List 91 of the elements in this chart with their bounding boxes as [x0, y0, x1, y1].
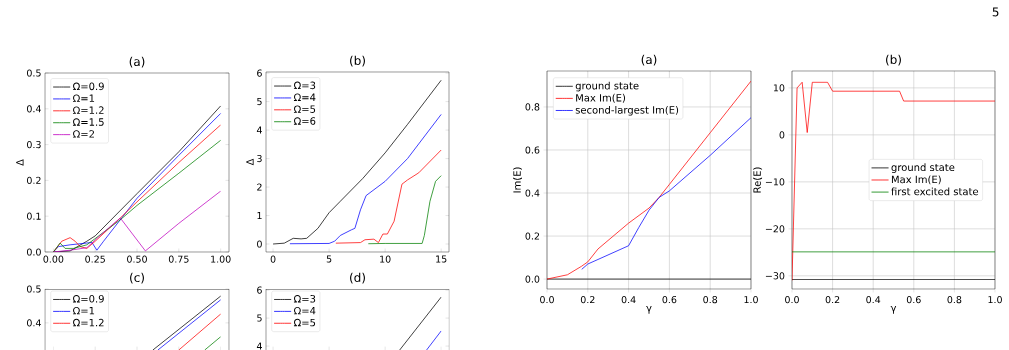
- legend-label: Ω=4: [293, 306, 316, 315]
- x-tick-label: 10: [380, 255, 391, 263]
- y-tick-label: 10: [773, 84, 785, 92]
- x-tick-label: 0.0: [785, 296, 799, 304]
- x-tick-label: 0.75: [168, 255, 189, 263]
- x-tick-label: 0.0: [540, 296, 554, 304]
- y-tick-label: −10: [765, 178, 785, 186]
- chart-title: (a): [129, 56, 145, 68]
- line-series: [53, 190, 222, 252]
- chart-title: (c): [130, 272, 144, 284]
- line-series: [547, 80, 751, 280]
- line-series: [289, 114, 442, 245]
- legend-label: Ω=5: [293, 105, 316, 113]
- y-tick-label: 4: [256, 342, 262, 350]
- y-tick-label: 0.2: [27, 176, 41, 184]
- y-tick-label: 4: [256, 126, 262, 134]
- x-tick-label: 0.2: [825, 296, 840, 304]
- line-series: [581, 117, 751, 270]
- x-tick-label: 0: [270, 255, 276, 263]
- legend-label: Max Im(E): [891, 175, 941, 185]
- y-tick-label: 0.3: [27, 141, 41, 149]
- y-tick-label: 5: [257, 98, 262, 106]
- y-tick-label: 0.4: [27, 105, 41, 113]
- legend-label: first excited state: [891, 187, 979, 196]
- y-tick-label: 2: [257, 183, 262, 191]
- legend-label: Ω=5: [293, 318, 316, 327]
- x-tick-label: 15: [436, 255, 447, 263]
- x-tick-label: 0.4: [866, 296, 881, 304]
- y-tick-label: 0.6: [525, 146, 540, 154]
- text: 5: [992, 7, 999, 17]
- y-tick-label: 0.2: [525, 232, 540, 240]
- y-axis-title: Re(E): [753, 167, 763, 193]
- x-tick-label: 0.6: [662, 296, 677, 304]
- legend-label: Ω=4: [293, 93, 316, 101]
- chart-title: (d): [350, 272, 365, 284]
- y-tick-label: 3: [257, 154, 262, 163]
- x-tick-label: 1.0: [744, 296, 758, 304]
- y-tick-label: 0.4: [525, 189, 540, 197]
- x-tick-label: 0.8: [947, 296, 962, 304]
- x-tick-label: 0.50: [127, 255, 147, 263]
- x-tick-label: 0.4: [621, 296, 636, 304]
- y-tick-label: −20: [765, 225, 785, 233]
- x-tick-label: 1.0: [988, 296, 1002, 304]
- y-axis-title: Δ: [16, 159, 24, 166]
- x-tick-label: 0.8: [703, 296, 718, 304]
- y-tick-label: 6: [257, 286, 262, 294]
- chart-title: (b): [350, 55, 365, 67]
- y-tick-label: −30: [765, 272, 785, 280]
- y-tick-label: 5: [257, 314, 262, 322]
- y-tick-label: 0.0: [525, 275, 540, 283]
- y-axis-title: Im(E): [513, 167, 522, 193]
- y-tick-label: 0.5: [27, 285, 41, 293]
- x-tick-label: 0.00: [43, 255, 64, 263]
- chart-title: (b): [886, 54, 901, 66]
- legend-label: Ω=0.9: [72, 82, 104, 91]
- y-tick-label: 0.0: [27, 248, 41, 256]
- x-tick-label: 0.6: [906, 296, 921, 304]
- legend-label: Max Im(E): [576, 93, 625, 103]
- y-tick-label: 0: [257, 240, 262, 248]
- legend-label: Ω=2: [72, 130, 94, 138]
- legend-label: Ω=3: [293, 295, 316, 303]
- y-tick-label: 0.1: [27, 212, 41, 220]
- legend-label: second-largest Im(E): [575, 105, 679, 116]
- legend-label: Ω=1.5: [72, 118, 104, 126]
- x-axis-title: γ: [890, 306, 897, 314]
- x-tick-label: 1.00: [211, 255, 231, 263]
- x-tick-label: 5: [326, 255, 332, 263]
- legend-label: Ω=1: [72, 94, 95, 102]
- y-tick-label: 1: [257, 212, 262, 219]
- y-axis-title: Δ: [246, 158, 254, 166]
- legend-label: Ω=1: [72, 306, 95, 315]
- legend-label: Ω=1.2: [72, 106, 104, 114]
- legend-label: Ω=0.9: [72, 295, 104, 303]
- y-tick-label: 0.4: [27, 319, 41, 327]
- line-series: [335, 149, 442, 244]
- legend-label: Ω=1.2: [72, 318, 104, 327]
- y-tick-label: 0.8: [525, 103, 540, 111]
- legend-label: Ω=6: [293, 117, 316, 125]
- legend-label: Ω=3: [293, 81, 316, 90]
- x-tick-label: 0.2: [580, 296, 595, 304]
- legend-label: ground state: [891, 163, 955, 174]
- legend-label: ground state: [575, 81, 639, 92]
- line-series: [367, 175, 442, 245]
- y-tick-label: 6: [257, 69, 262, 77]
- x-axis-title: γ: [646, 306, 652, 314]
- y-tick-label: 0: [779, 131, 785, 139]
- line-series: [272, 79, 442, 245]
- x-tick-label: 0.25: [85, 255, 105, 263]
- line-series: [792, 81, 995, 281]
- chart-title: (a): [641, 54, 657, 66]
- y-tick-label: 0.5: [27, 69, 41, 77]
